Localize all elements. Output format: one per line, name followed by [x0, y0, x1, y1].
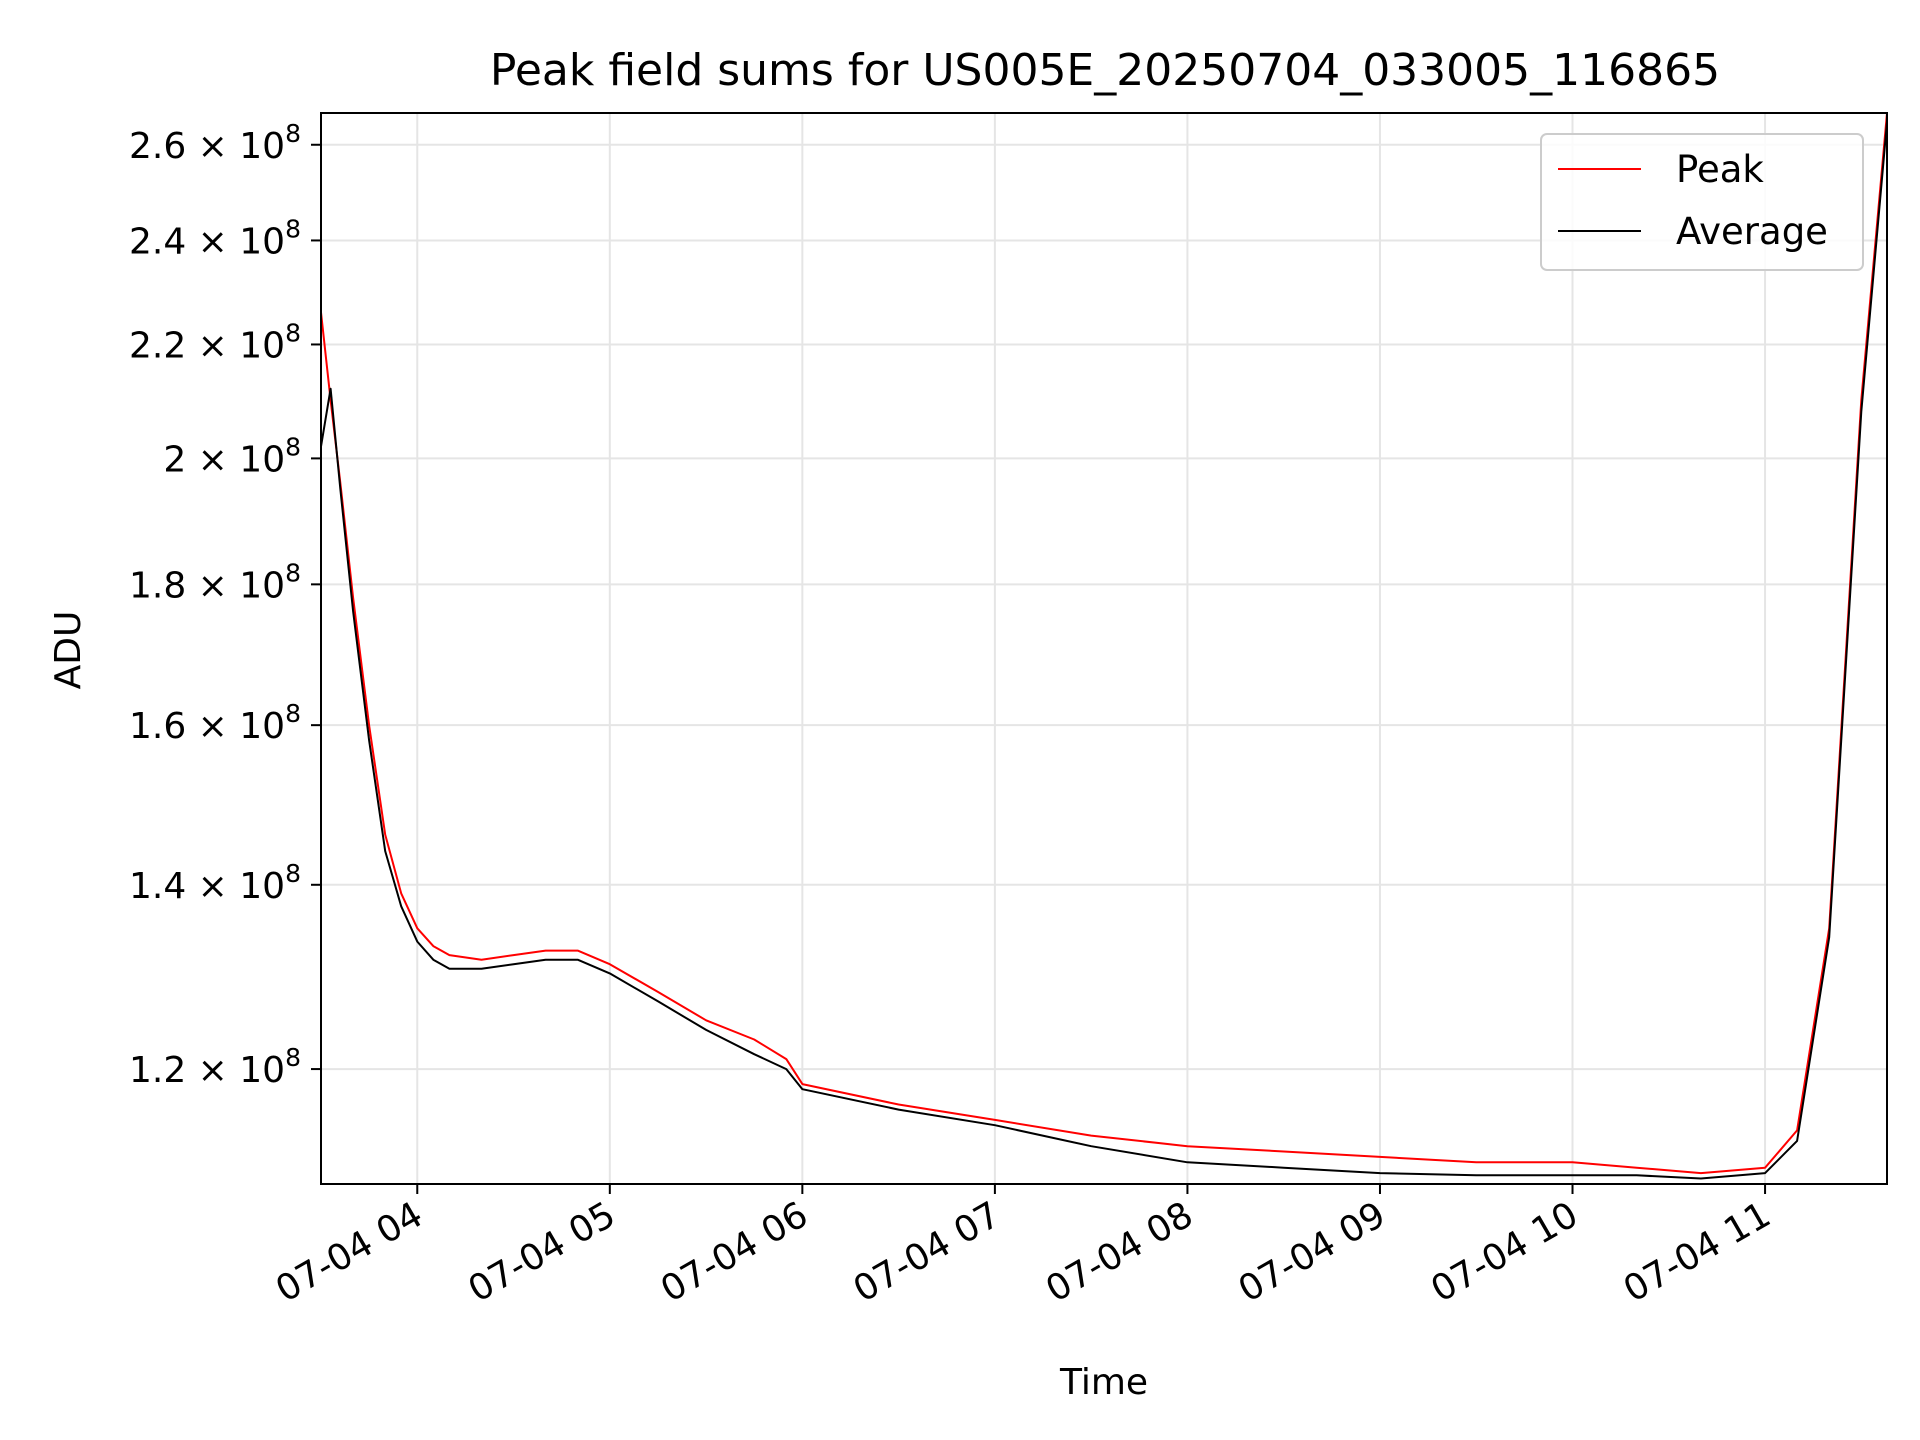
series-layer	[320, 112, 1888, 1180]
legend: Peak Average	[1540, 133, 1864, 271]
y-tick-label: 1.2 × 108	[129, 1043, 301, 1091]
y-tick-label: 1.8 × 108	[129, 558, 301, 606]
y-tick-label: 1.4 × 108	[129, 859, 301, 907]
plot-frame	[320, 112, 1888, 1185]
y-tick-label: 2.2 × 108	[129, 318, 301, 366]
legend-peak-label: Peak	[1676, 148, 1764, 191]
y-tick-label: 2 × 108	[163, 432, 301, 480]
legend-average-label: Average	[1676, 210, 1828, 253]
chart-title: Peak field sums for US005E_20250704_0330…	[490, 45, 1720, 96]
y-axis-ticks: 1.2 × 108 1.4 × 108 1.6 × 108 1.8 × 108 2 × …	[129, 119, 321, 1091]
x-axis-label: Time	[1059, 1362, 1148, 1403]
y-tick-label: 1.6 × 108	[129, 699, 301, 747]
y-tick-label: 2.4 × 108	[129, 214, 301, 262]
y-axis-label: ADU	[48, 611, 89, 690]
series-line-peak	[320, 112, 1888, 1175]
y-tick-label: 2.6 × 108	[129, 119, 301, 167]
grid	[321, 113, 1887, 1184]
series-line-average	[320, 121, 1888, 1180]
